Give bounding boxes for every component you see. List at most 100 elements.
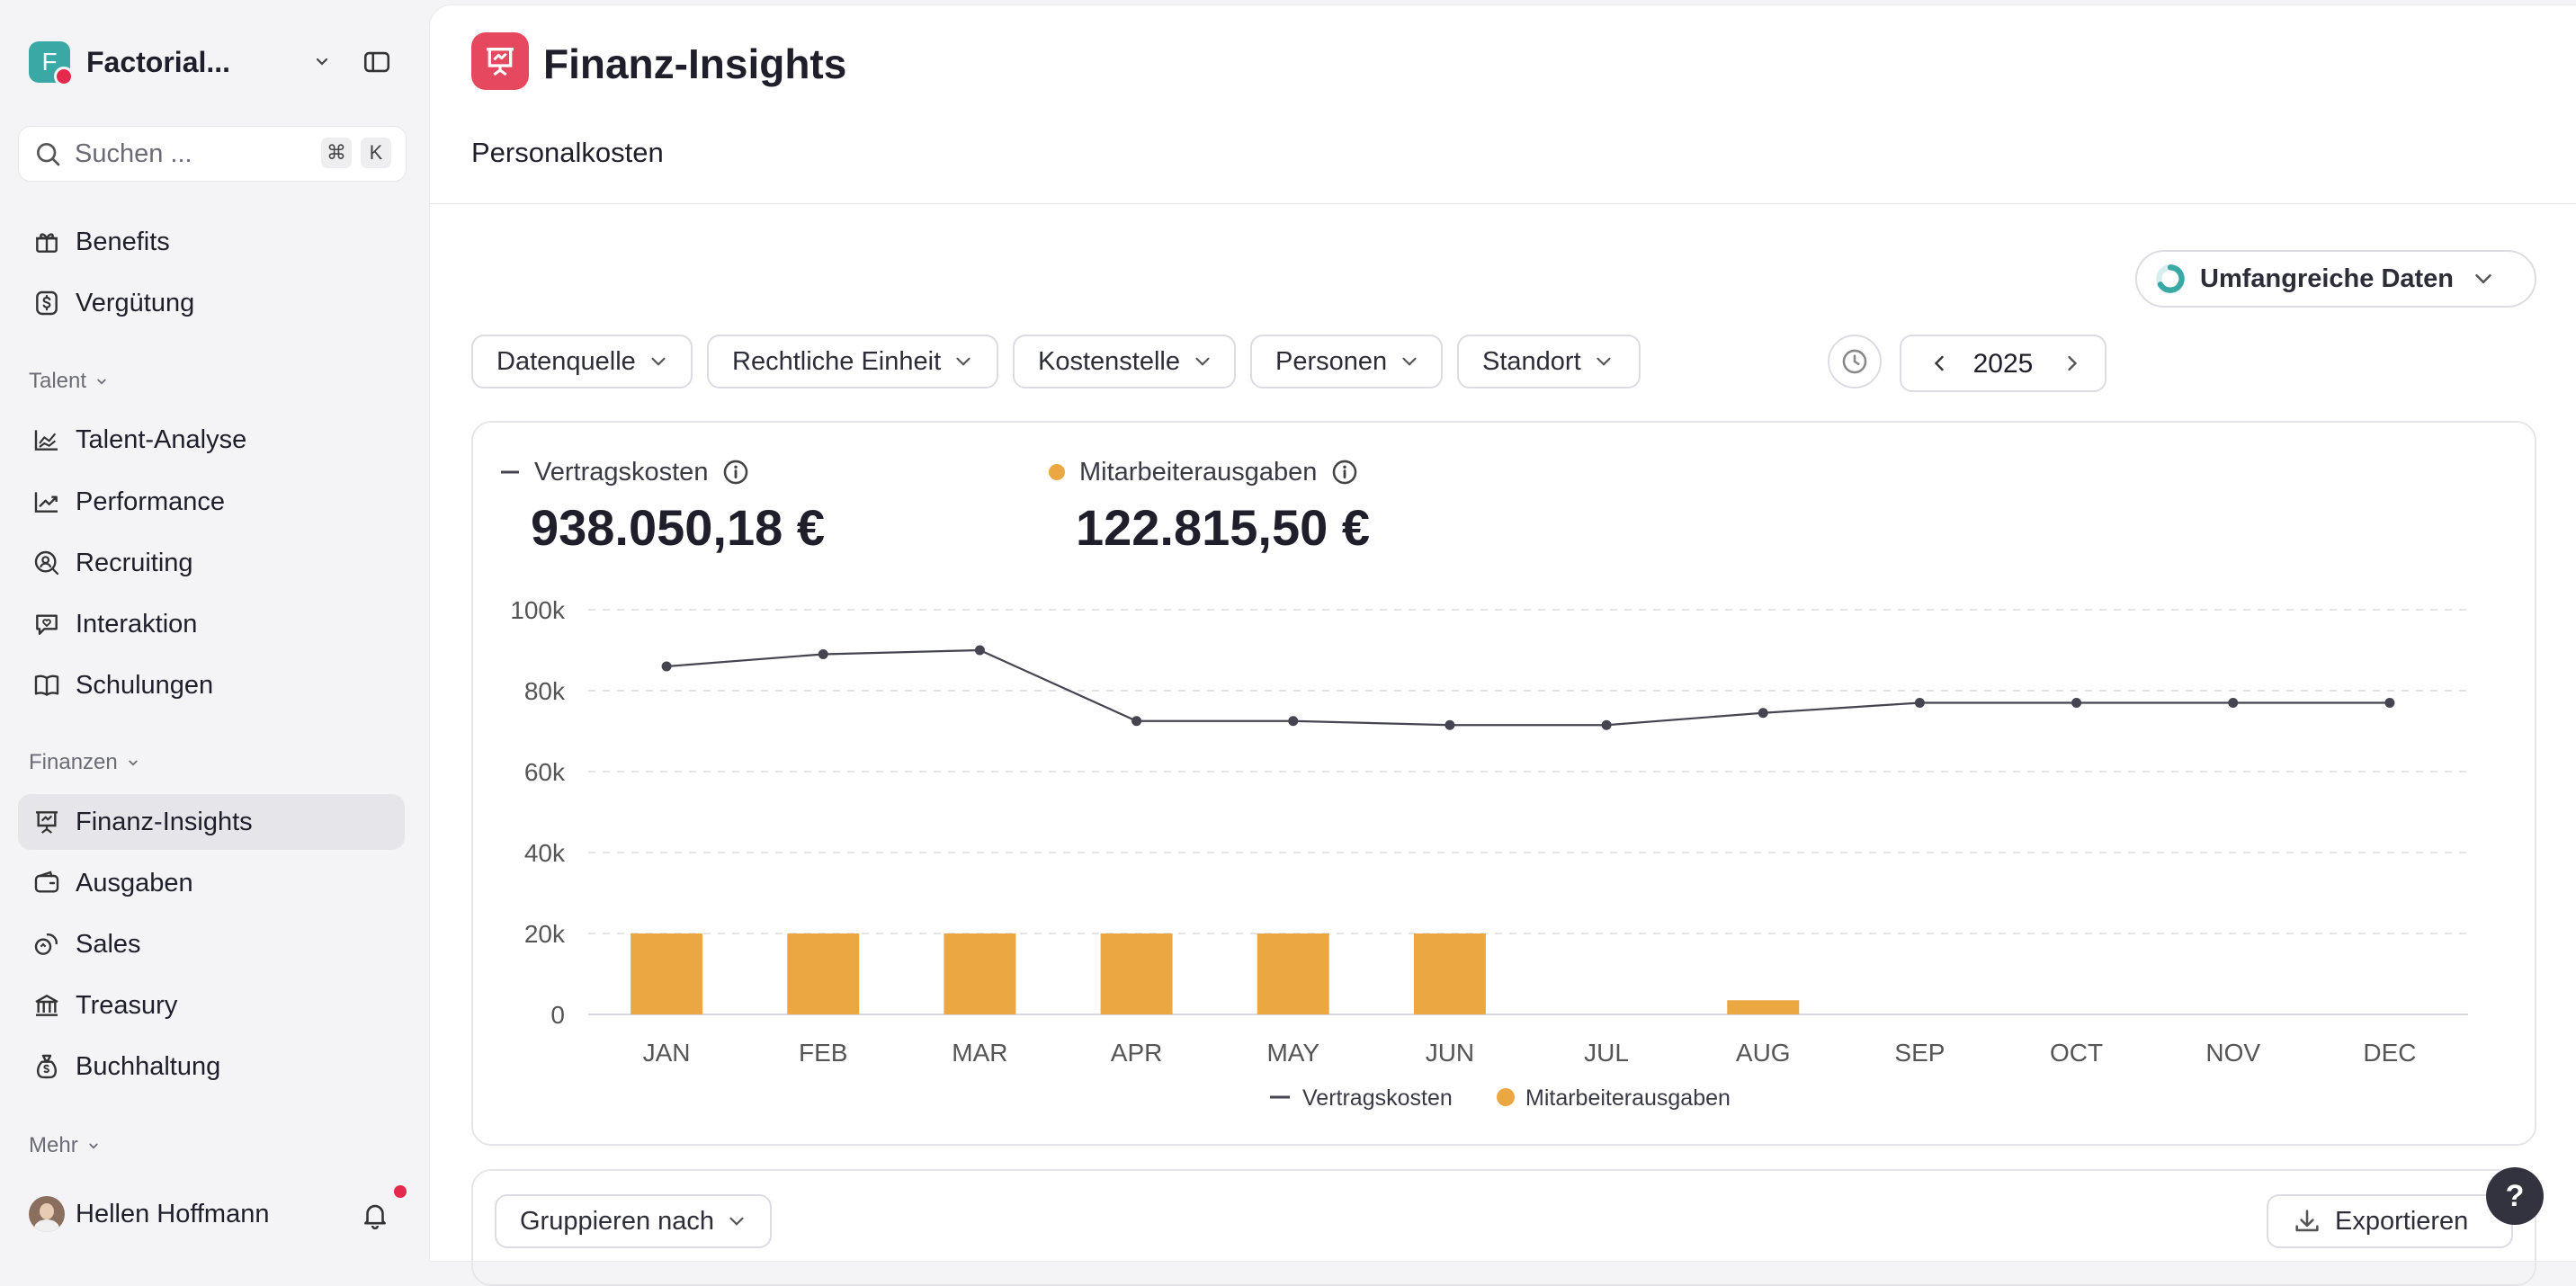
presentation-icon: [487, 48, 514, 76]
metric-label-text: Mitarbeiterausgaben: [1079, 457, 1318, 487]
filter-kostenstelle[interactable]: Kostenstelle: [1013, 335, 1236, 388]
history-button[interactable]: [1828, 335, 1882, 388]
workspace-switcher[interactable]: F Factorial...: [29, 40, 407, 86]
shortcut-k-key: K: [361, 138, 391, 168]
sidebar-item-buchhaltung[interactable]: Buchhaltung: [18, 1039, 405, 1094]
point-may: [1288, 716, 1299, 727]
workspace-logo: F: [29, 41, 74, 86]
bar-jan: [631, 933, 703, 1014]
filter-standort[interactable]: Standort: [1457, 335, 1641, 388]
sidebar-item-label: Vergütung: [76, 288, 195, 317]
x-tick-label: FEB: [799, 1039, 847, 1067]
sidebar-item-benefits[interactable]: Benefits: [18, 214, 405, 270]
sidebar-item-label: Finanz-Insights: [76, 807, 253, 836]
chevron-down-icon: [97, 379, 106, 385]
sidebar-item-talent-analyse[interactable]: Talent-Analyse: [18, 412, 405, 468]
sidebar-item-label: Sales: [76, 929, 141, 959]
tab-personalkosten[interactable]: Personalkosten: [471, 137, 664, 168]
x-tick-label: MAY: [1266, 1039, 1319, 1067]
section-label: Talent: [29, 369, 87, 393]
sidebar-item-label: Buchhaltung: [76, 1051, 221, 1081]
avatar: [29, 1196, 65, 1232]
y-tick-label: 20k: [524, 920, 566, 948]
export-button[interactable]: Exportieren: [2267, 1194, 2513, 1248]
filter-label: Rechtliche Einheit: [732, 346, 942, 376]
user-profile[interactable]: Hellen Hoffmann: [0, 1169, 430, 1261]
chevron-down-icon: [129, 760, 138, 766]
section-talent[interactable]: Talent: [29, 369, 110, 394]
info-icon[interactable]: [1329, 457, 1360, 487]
sidebar-item-label: Ausgaben: [76, 868, 193, 898]
point-nov: [2228, 698, 2239, 708]
notification-dot: [54, 67, 74, 86]
area-chart-icon: [34, 430, 58, 451]
sidebar-item-recruiting[interactable]: Recruiting: [18, 535, 405, 591]
sidebar-item-ausgaben[interactable]: Ausgaben: [18, 855, 405, 911]
user-name: Hellen Hoffmann: [76, 1200, 270, 1228]
help-button[interactable]: ?: [2486, 1167, 2544, 1225]
group-by-button[interactable]: Gruppieren nach: [495, 1194, 772, 1248]
bar-jun: [1413, 933, 1486, 1014]
divider: [430, 203, 2576, 204]
sidebar-item-label: Treasury: [76, 990, 178, 1020]
point-jul: [1601, 719, 1612, 730]
sidebar-item-verguetung[interactable]: Vergütung: [18, 275, 405, 331]
filter-personen[interactable]: Personen: [1250, 335, 1443, 388]
y-tick-label: 60k: [524, 758, 566, 786]
data-mode-select[interactable]: Umfangreiche Daten: [2135, 250, 2536, 308]
sidebar-item-schulungen[interactable]: Schulungen: [18, 657, 405, 713]
sidebar-toggle-icon[interactable]: [362, 47, 392, 77]
section-mehr[interactable]: Mehr: [29, 1133, 102, 1158]
year-value: 2025: [1972, 349, 2034, 379]
clock-icon: [1842, 349, 1867, 374]
bar-feb: [787, 933, 860, 1014]
x-tick-label: APR: [1111, 1039, 1163, 1067]
sidebar-item-sales[interactable]: Sales: [18, 916, 405, 972]
line-vertragskosten: [666, 648, 2390, 727]
sidebar-item-treasury[interactable]: Treasury: [18, 978, 405, 1033]
chevron-down-icon: [1597, 357, 1611, 366]
sidebar-item-label: Performance: [76, 487, 226, 516]
x-tick-label: MAR: [952, 1039, 1007, 1067]
sidebar-item-label: Schulungen: [76, 670, 214, 700]
point-feb: [818, 649, 828, 659]
main-content: Finanz-Insights Personalkosten Umfangrei…: [430, 5, 2576, 1286]
metric-label-text: Vertragskosten: [534, 457, 709, 487]
section-finanzen[interactable]: Finanzen: [29, 750, 141, 775]
bank-icon: [35, 995, 58, 1016]
x-tick-label: SEP: [1894, 1039, 1945, 1067]
data-mode-label: Umfangreiche Daten: [2200, 263, 2455, 293]
sidebar-item-interaktion[interactable]: Interaktion: [18, 596, 405, 652]
info-icon[interactable]: [720, 457, 751, 487]
notification-dot: [394, 1185, 407, 1198]
chevron-down-icon: [89, 1143, 98, 1149]
search-input[interactable]: Suchen ... ⌘ K: [18, 126, 407, 182]
chevron-left-icon[interactable]: [1927, 351, 1952, 376]
chevron-down-icon: [956, 357, 970, 366]
filter-rechtliche-einheit[interactable]: Rechtliche Einheit: [707, 335, 998, 388]
workspace-logo-letter: F: [41, 48, 58, 76]
section-label: Mehr: [29, 1133, 78, 1157]
sidebar: F Factorial... Suchen ... ⌘ K Benefits V…: [0, 0, 430, 1261]
sidebar-item-label: Interaktion: [76, 609, 198, 639]
page-title: Finanz-Insights: [543, 40, 847, 87]
point-mar: [974, 645, 985, 656]
sidebar-item-performance[interactable]: Performance: [18, 474, 405, 530]
filter-datenquelle[interactable]: Datenquelle: [471, 335, 693, 388]
wallet-icon: [34, 871, 59, 893]
group-by-label: Gruppieren nach: [520, 1206, 715, 1236]
sidebar-item-finanz-insights[interactable]: Finanz-Insights: [18, 794, 405, 850]
bell-icon[interactable]: [360, 1200, 390, 1230]
chevron-down-icon[interactable]: [311, 50, 333, 72]
sidebar-item-label: Benefits: [76, 227, 170, 256]
point-sep: [1914, 698, 1925, 708]
bar-aug: [1727, 1000, 1800, 1014]
sidebar-item-label: Talent-Analyse: [76, 424, 247, 454]
chevron-down-icon: [729, 1217, 744, 1226]
table-toolbar-card: Gruppieren nach Exportieren: [471, 1169, 2536, 1286]
book-icon: [34, 674, 59, 696]
dot-legend-icon: [1049, 464, 1065, 480]
chevron-right-icon[interactable]: [2060, 351, 2085, 376]
point-oct: [2071, 698, 2082, 708]
point-apr: [1131, 716, 1142, 727]
